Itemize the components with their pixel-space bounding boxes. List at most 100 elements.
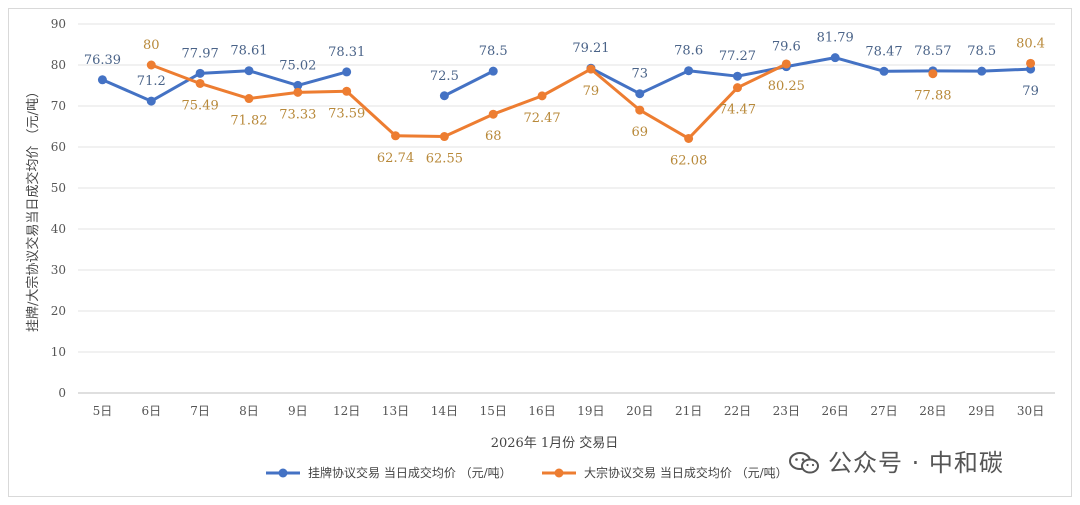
series-blue-point	[732, 71, 742, 81]
data-label-orange: 73.59	[328, 106, 365, 121]
data-label-orange: 80.4	[1016, 36, 1045, 51]
series-orange-segment	[735, 62, 788, 90]
data-label-blue: 75.02	[279, 58, 316, 73]
x-tick-label: 26日	[822, 404, 849, 418]
series-orange-point	[439, 132, 449, 142]
series-blue-segment	[589, 66, 642, 96]
series-blue-segment	[833, 56, 886, 73]
x-tick-label: 28日	[919, 404, 946, 418]
series-orange-point	[391, 131, 401, 141]
series-orange-segment	[345, 89, 398, 138]
data-label-blue: 73	[632, 67, 649, 82]
series-orange-segment	[638, 108, 691, 140]
x-tick-label: 21日	[675, 404, 702, 418]
x-tick-label: 23日	[773, 404, 800, 418]
x-tick-label: 6日	[141, 404, 161, 418]
data-label-blue: 71.2	[137, 74, 166, 89]
series-orange-segment	[540, 67, 593, 98]
series-orange-point	[684, 133, 694, 143]
series-orange-point	[537, 91, 547, 101]
legend-swatch-marker	[278, 468, 288, 478]
series-orange-segment	[247, 90, 300, 101]
x-axis-title: 2026年 1月份 交易日	[491, 435, 619, 451]
series-orange-segment	[394, 134, 446, 139]
series-orange-segment	[149, 63, 202, 85]
series-blue-segment	[296, 70, 349, 87]
data-label-orange: 69	[632, 125, 649, 140]
series-orange-segment	[491, 94, 544, 116]
watermark-text: 公众号 · 中和碳	[828, 449, 1004, 477]
x-tick-label: 15日	[480, 404, 507, 418]
series-blue-segment	[784, 56, 837, 69]
series-blue-point	[879, 66, 889, 76]
data-label-blue: 78.61	[230, 44, 267, 59]
data-label-orange: 62.55	[426, 152, 463, 167]
series-orange-point	[928, 69, 938, 79]
data-label-orange: 73.33	[279, 107, 316, 122]
data-label-blue: 77.97	[182, 46, 219, 61]
series-orange-point	[146, 60, 156, 70]
series-blue-point	[342, 67, 352, 77]
data-label-blue: 78.6	[674, 44, 703, 59]
x-tick-label: 13日	[382, 404, 409, 418]
series-blue-segment	[638, 69, 691, 96]
series-blue-point	[439, 91, 449, 101]
watermark: 公众号 · 中和碳	[788, 443, 1004, 478]
x-tick-label: 7日	[190, 404, 210, 418]
series-orange-point	[635, 105, 645, 115]
series-blue-point	[293, 80, 303, 90]
y-tick-label: 20	[51, 304, 66, 318]
y-tick-label: 90	[51, 17, 66, 31]
series-blue-point	[488, 66, 498, 76]
y-axis-title: 挂牌/大宗协议交易当日成交均价 （元/吨）	[25, 85, 41, 332]
series-orange-point	[488, 109, 498, 119]
data-label-orange: 68	[485, 129, 502, 144]
series-blue-point	[97, 75, 107, 85]
x-tick-label: 16日	[528, 404, 555, 418]
data-label-blue: 77.27	[719, 49, 756, 64]
series-blue-segment	[980, 67, 1033, 73]
series-blue-segment	[247, 69, 300, 87]
chart-frame	[8, 8, 1072, 497]
x-tick-label: 14日	[431, 404, 458, 418]
legend-swatch-marker	[554, 468, 564, 478]
x-tick-label: 12日	[333, 404, 360, 418]
data-label-orange: 79	[583, 84, 600, 99]
data-label-blue: 81.79	[817, 31, 854, 46]
series-orange-point	[586, 64, 596, 74]
legend-label: 大宗协议交易 当日成交均价 （元/吨）	[584, 465, 788, 480]
y-tick-label: 70	[51, 99, 66, 113]
data-label-orange: 72.47	[523, 111, 560, 126]
x-tick-label: 19日	[577, 404, 604, 418]
y-tick-label: 60	[51, 140, 66, 154]
series-blue-segment	[198, 69, 251, 75]
series-orange-point	[732, 83, 742, 93]
series-orange-segment	[296, 89, 349, 94]
series-orange-point	[1026, 58, 1036, 68]
series-blue-point	[244, 66, 254, 76]
data-label-orange: 62.08	[670, 153, 707, 168]
series-orange-point	[781, 59, 791, 69]
data-label-blue: 72.5	[430, 69, 459, 84]
series-orange-point	[195, 78, 205, 88]
data-label-blue: 78.5	[479, 44, 508, 59]
x-tick-label: 9日	[288, 404, 308, 418]
data-label-blue: 78.47	[865, 44, 902, 59]
data-label-blue: 76.39	[84, 53, 121, 68]
wechat-icon	[789, 452, 819, 474]
y-tick-label: 30	[51, 263, 66, 277]
y-tick-label: 0	[58, 386, 66, 400]
data-label-orange: 80.25	[768, 79, 805, 94]
series-blue-point	[684, 66, 694, 76]
series-blue-point	[635, 89, 645, 99]
y-tick-label: 80	[51, 58, 66, 72]
x-tick-label: 5日	[93, 404, 113, 418]
data-label-orange: 80	[143, 38, 160, 53]
data-label-blue: 79	[1022, 84, 1039, 99]
data-label-blue: 78.5	[967, 44, 996, 59]
data-label-orange: 75.49	[182, 98, 219, 113]
y-tick-label: 10	[51, 345, 66, 359]
series-orange-segment	[442, 112, 495, 139]
series-blue-segment	[687, 69, 739, 78]
